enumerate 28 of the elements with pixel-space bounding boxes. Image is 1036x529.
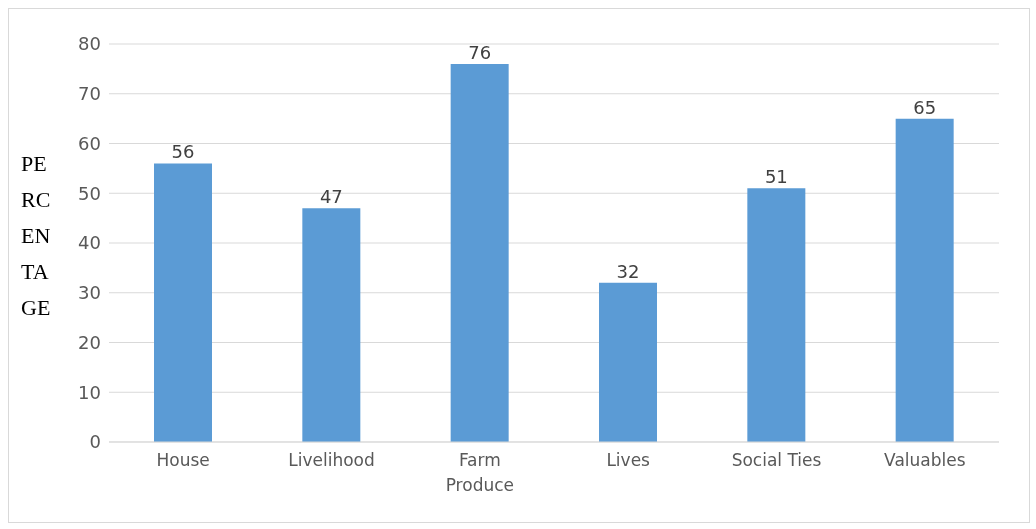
bar — [450, 63, 509, 442]
bar — [302, 208, 361, 442]
x-tick-label: Livelihood — [288, 450, 375, 470]
x-tick-label: Social Ties — [731, 450, 822, 470]
bar — [599, 282, 657, 442]
x-tick-label: House — [156, 450, 210, 470]
y-axis-title: PERCENTAGE — [21, 151, 51, 320]
data-label: 56 — [171, 141, 195, 163]
x-tick-label: Valuables — [884, 450, 966, 470]
y-tick-label: 70 — [78, 83, 101, 105]
data-label: 76 — [468, 41, 492, 63]
y-tick-label: 60 — [78, 132, 101, 154]
data-label: 47 — [319, 186, 343, 208]
data-label: 65 — [913, 96, 937, 118]
y-tick-label: 30 — [78, 282, 101, 304]
bar — [747, 188, 806, 442]
y-tick-label: 10 — [78, 381, 101, 403]
x-tick-label: Lives — [606, 450, 651, 470]
bar — [895, 118, 954, 442]
y-tick-label: 0 — [89, 431, 101, 453]
y-tick-label: 40 — [78, 232, 101, 254]
data-label: 51 — [764, 166, 788, 188]
bar — [154, 163, 212, 442]
data-label: 32 — [616, 260, 640, 282]
y-tick-label: 20 — [78, 331, 101, 353]
y-tick-label: 80 — [78, 33, 101, 55]
x-tick-label: Farm Produce — [445, 450, 515, 495]
y-tick-label: 50 — [78, 182, 101, 204]
